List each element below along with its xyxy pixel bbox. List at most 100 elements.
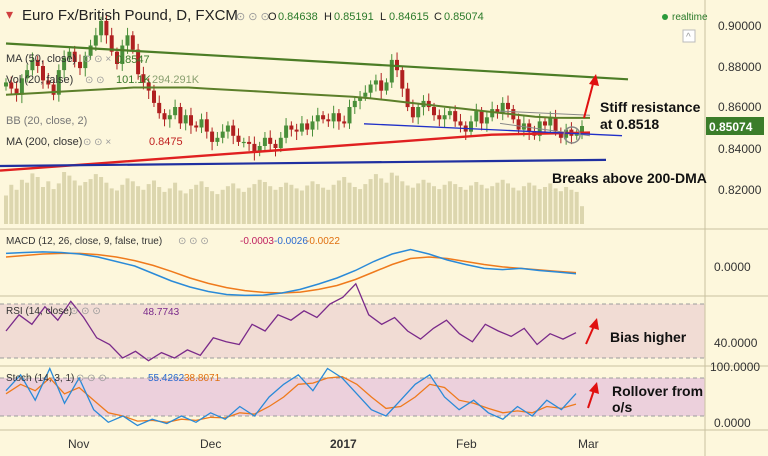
volume-bar: [336, 180, 341, 224]
candle-body: [141, 74, 146, 83]
candle-body: [178, 107, 183, 124]
candle-body: [72, 51, 77, 62]
volume-bar: [93, 174, 98, 224]
candle-body: [183, 115, 188, 124]
ohlc-label-l: L: [380, 11, 386, 23]
candle-body: [257, 146, 262, 153]
candle-body: [543, 121, 547, 126]
volume-bar: [564, 187, 569, 224]
legend-settings-icon[interactable]: ⊙ ⊙: [85, 75, 105, 86]
time-tick-label: Feb: [456, 437, 477, 451]
volume-bar: [342, 177, 347, 224]
candle-body: [210, 131, 215, 142]
candle-body: [115, 51, 119, 64]
volume-bar: [215, 194, 220, 224]
volume-bar: [331, 184, 336, 224]
volume-bar: [506, 183, 510, 224]
price-panel: [0, 0, 705, 226]
rsi-series-line: [5, 282, 577, 362]
volume-bars: [4, 172, 584, 224]
rsi-settings-icon[interactable]: ⊙ ⊙ ⊙: [70, 306, 101, 317]
price-tick-label: 0.86000: [718, 100, 762, 114]
candle-body: [384, 82, 389, 91]
candle-body: [4, 82, 8, 87]
candle-body: [252, 143, 257, 153]
price-tick-label: 0.90000: [718, 19, 762, 33]
candle-body: [574, 133, 579, 136]
settings-icon[interactable]: ⊙ ⊙ ⊙: [236, 11, 270, 23]
chart-title: Euro Fx/British Pound, D, FXCM: [22, 7, 238, 24]
volume-bar: [19, 179, 24, 224]
volume-bar: [521, 186, 526, 224]
time-tick-label: Nov: [68, 437, 89, 451]
volume-bar: [9, 184, 14, 224]
candle-body: [225, 125, 230, 132]
candle-body: [447, 111, 452, 116]
ma50-label: MA (50, close): [6, 53, 76, 65]
rsi-label: RSI (14, close): [6, 306, 72, 317]
volume-bar: [115, 190, 119, 224]
volume-bar: [437, 189, 442, 224]
candle-body: [342, 121, 347, 124]
candle-body: [363, 92, 368, 97]
macd-tick-label: 0.0000: [714, 260, 751, 274]
collapse-button[interactable]: [682, 29, 696, 43]
volume-bar: [109, 188, 114, 224]
rsi-tick-label: 40.0000: [714, 336, 758, 350]
candle-body: [400, 70, 405, 89]
stoch-band: [0, 378, 705, 416]
volume-bar: [183, 193, 188, 224]
candle-body: [268, 137, 273, 144]
candle-body: [299, 123, 304, 132]
volume-bar: [463, 189, 468, 224]
volume-bar: [395, 175, 399, 224]
volume-bar: [310, 181, 315, 224]
candle-body: [162, 113, 167, 120]
volume-bar: [574, 191, 579, 224]
realtime-dot-icon: [662, 14, 668, 20]
highlight-circle: [563, 126, 581, 144]
rollover-text-2: o/s: [612, 399, 632, 415]
vol-value-2: 294.291K: [152, 74, 200, 86]
stoch-settings-icon[interactable]: ⊙ ⊙ ⊙: [76, 373, 107, 384]
candle-body: [474, 111, 479, 122]
legend-settings-icon[interactable]: ⊙ ⊙ ×: [83, 137, 111, 148]
volume-bar: [432, 186, 436, 224]
volume-bar: [358, 189, 363, 224]
volume-bar: [458, 187, 463, 224]
volume-bar: [490, 186, 495, 224]
macd-settings-icon[interactable]: ⊙ ⊙ ⊙: [178, 236, 209, 247]
volume-bar: [500, 179, 505, 224]
stoch-value-1: 55.4262: [148, 373, 185, 384]
volume-bar: [511, 187, 516, 224]
annotations: Stiff resistance at 0.8518 Breaks above …: [552, 74, 707, 415]
volume-bar: [474, 182, 479, 224]
volume-bar: [67, 175, 72, 224]
stoch-tick-label: 100.0000: [710, 360, 760, 374]
candle-body: [389, 59, 394, 83]
candle-body: [173, 107, 178, 116]
price-tick-label: 0.84000: [718, 142, 762, 156]
candle-body: [241, 141, 246, 144]
vol-label: Vol (20, false): [6, 74, 73, 86]
ma200-value: 0.8475: [149, 136, 183, 148]
resistance-arrow: [583, 79, 595, 119]
legend-settings-icon[interactable]: ⊙ ⊙ ×: [83, 54, 111, 65]
collapse-icon: ^: [686, 32, 691, 43]
volume-bar: [321, 187, 326, 224]
volume-bar: [99, 177, 104, 224]
volume-bar: [469, 185, 473, 224]
realtime-label: realtime: [672, 12, 708, 23]
volume-bar: [537, 189, 542, 224]
ma50-value: 0.8547: [116, 54, 150, 66]
candle-body: [262, 137, 267, 146]
ohlc-value-l: 0.84615: [389, 11, 429, 23]
candle-body: [278, 137, 283, 149]
candle-body: [231, 125, 236, 136]
candle-body: [152, 90, 156, 103]
volume-bar: [447, 181, 452, 224]
bias-arrow: [585, 325, 595, 345]
price-tick-label: 0.88000: [718, 60, 762, 74]
volume-bar: [83, 182, 88, 224]
volume-bar: [363, 184, 368, 224]
